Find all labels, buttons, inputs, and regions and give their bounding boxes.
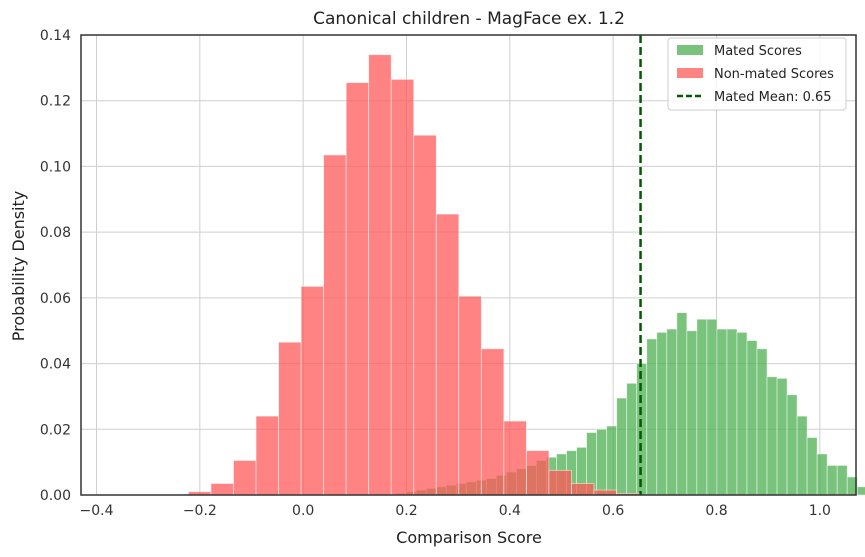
x-tick-label: 0.8 bbox=[705, 503, 727, 519]
legend-swatch-mated bbox=[677, 45, 703, 55]
mated-bar bbox=[836, 465, 848, 496]
y-tick-label: 0.10 bbox=[40, 159, 71, 175]
x-tick-label: 0.2 bbox=[395, 503, 417, 519]
legend-box bbox=[667, 37, 847, 111]
mated-bar bbox=[626, 382, 638, 496]
y-tick-label: 0.04 bbox=[40, 357, 71, 373]
legend-swatch-non-mated bbox=[677, 68, 703, 78]
non-mated-bar bbox=[503, 420, 527, 496]
non-mated-bar bbox=[345, 82, 370, 496]
non-mated-bar bbox=[458, 295, 482, 496]
mated-bar bbox=[616, 397, 628, 496]
non-mated-bar bbox=[323, 154, 347, 496]
chart-title: Canonical children - MagFace ex. 1.2 bbox=[313, 9, 625, 29]
mated-bar bbox=[666, 328, 678, 496]
mated-bar bbox=[816, 453, 828, 496]
mated-bar bbox=[826, 465, 838, 496]
y-tick-label: 0.14 bbox=[40, 28, 71, 44]
mated-bar bbox=[766, 376, 778, 496]
mated-bar bbox=[676, 312, 688, 496]
mated-bar bbox=[736, 331, 748, 496]
mated-bar bbox=[686, 330, 698, 496]
mated-bar bbox=[746, 340, 758, 496]
legend-label-mean: Mated Mean: 0.65 bbox=[714, 90, 832, 105]
y-tick-label: 0.12 bbox=[40, 94, 71, 110]
mated-bar bbox=[716, 328, 728, 496]
non-mated-bar bbox=[525, 450, 550, 496]
non-mated-bar bbox=[390, 78, 415, 496]
y-axis-ticks: 0.00 0.02 0.04 0.06 0.08 0.10 0.12 0.14 bbox=[40, 28, 71, 504]
non-mated-bar bbox=[255, 415, 279, 496]
x-tick-label: 1.0 bbox=[809, 503, 831, 519]
y-tick-label: 0.06 bbox=[40, 291, 71, 307]
mated-bar bbox=[706, 318, 718, 496]
mated-bar bbox=[776, 377, 788, 496]
x-tick-label: 0.6 bbox=[602, 503, 624, 519]
y-axis-label: Probability Density bbox=[9, 191, 28, 342]
mated-bar bbox=[726, 328, 738, 496]
legend: Mated Scores Non-mated Scores Mated Mean… bbox=[667, 37, 847, 111]
x-axis-ticks: −0.4 −0.2 0.0 0.2 0.4 0.6 0.8 1.0 bbox=[80, 503, 831, 519]
mated-bar bbox=[756, 348, 768, 496]
mated-bar bbox=[656, 331, 668, 496]
x-tick-label: −0.4 bbox=[80, 503, 114, 519]
legend-label-mated: Mated Scores bbox=[714, 44, 802, 59]
non-mated-bar bbox=[480, 348, 505, 496]
mated-bar bbox=[796, 415, 808, 496]
y-tick-label: 0.02 bbox=[40, 422, 71, 438]
non-mated-bar bbox=[571, 483, 595, 496]
plot-frame bbox=[80, 34, 857, 496]
mated-bar bbox=[596, 428, 608, 496]
mated-bar bbox=[806, 437, 818, 496]
non-mated-bar bbox=[233, 460, 257, 496]
mated-bar bbox=[856, 486, 865, 496]
y-tick-label: 0.00 bbox=[40, 488, 71, 504]
mated-bar bbox=[786, 394, 798, 496]
non-mated-bar bbox=[548, 469, 572, 496]
non-mated-bar bbox=[413, 134, 437, 496]
non-mated-bar bbox=[300, 285, 325, 496]
non-mated-bar bbox=[278, 341, 302, 496]
x-tick-label: −0.2 bbox=[183, 503, 217, 519]
mated-bar bbox=[606, 425, 618, 496]
y-tick-label: 0.08 bbox=[40, 225, 71, 241]
x-tick-label: 0.0 bbox=[292, 503, 314, 519]
non-mated-bar bbox=[435, 213, 460, 496]
non-mated-bar bbox=[210, 483, 234, 496]
x-axis-label: Comparison Score bbox=[396, 528, 542, 547]
non-mated-bar bbox=[368, 54, 392, 496]
non-mated-series bbox=[188, 54, 640, 496]
legend-label-non-mated: Non-mated Scores bbox=[714, 67, 834, 82]
mated-bar bbox=[696, 318, 708, 496]
mated-bar bbox=[646, 338, 658, 496]
x-tick-label: 0.4 bbox=[499, 503, 521, 519]
